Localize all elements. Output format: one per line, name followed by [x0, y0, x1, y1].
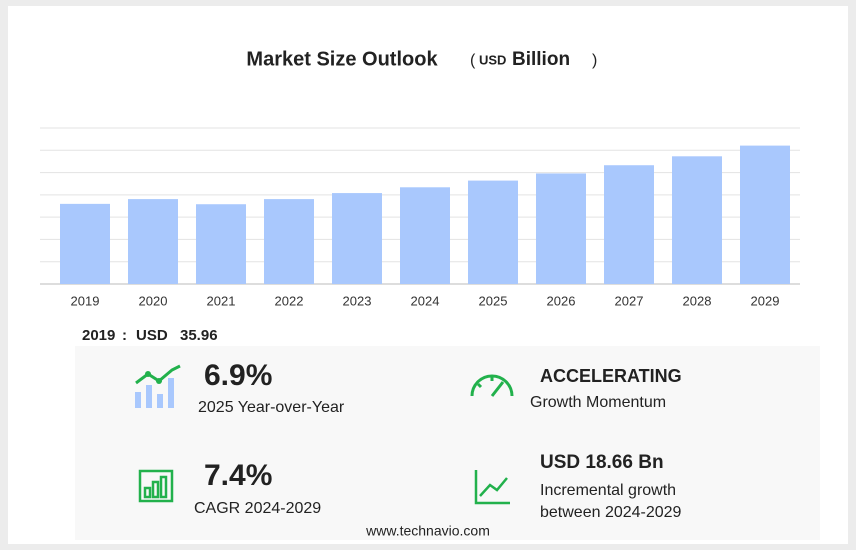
x-tick-label: 2028 — [683, 293, 712, 308]
footer: www.technavio.com — [365, 523, 490, 539]
unit-currency: USD — [479, 52, 506, 67]
bar — [400, 187, 450, 284]
stats-panel — [75, 346, 820, 540]
momentum-label: Growth Momentum — [530, 394, 666, 411]
bar — [264, 199, 314, 284]
yoy-icon — [135, 364, 181, 408]
x-tick-label: 2027 — [615, 293, 644, 308]
bar — [672, 156, 722, 284]
bar — [196, 204, 246, 284]
unit: Billion — [512, 49, 570, 70]
incremental-label: between 2024-2029 — [540, 504, 682, 521]
x-tick-label: 2019 — [71, 293, 100, 308]
cagr-icon — [138, 469, 174, 503]
bar — [128, 199, 178, 284]
x-tick-label: 2029 — [751, 293, 780, 308]
bar — [604, 165, 654, 284]
incremental-value: USD 18.66 Bn — [540, 452, 664, 473]
bar — [740, 145, 790, 284]
x-tick-label: 2022 — [275, 293, 304, 308]
incremental-icon — [474, 470, 510, 505]
base-value: 35.96 — [180, 327, 218, 344]
chart-title: Market Size Outlook — [246, 48, 438, 70]
bar — [536, 173, 586, 284]
paren: ( — [470, 52, 476, 69]
x-tick-label: 2026 — [547, 293, 576, 308]
paren: ) — [592, 52, 597, 69]
x-tick-label: 2024 — [411, 293, 440, 308]
incremental-label: Incremental growth — [540, 482, 676, 499]
x-tick-label: 2023 — [343, 293, 372, 308]
momentum-icon — [470, 374, 514, 397]
separator: : — [122, 327, 127, 344]
bar — [468, 180, 518, 284]
x-tick-label: 2025 — [479, 293, 508, 308]
momentum-value: ACCELERATING — [540, 366, 682, 386]
yoy-value: 6.9% — [204, 359, 272, 392]
bar — [60, 203, 110, 284]
cagr-value: 7.4% — [204, 459, 272, 492]
x-tick-label: 2021 — [207, 293, 236, 308]
cagr-label: CAGR 2024-2029 — [194, 500, 321, 517]
base-year: 2019 — [82, 327, 115, 344]
bar — [332, 193, 382, 284]
x-tick-label: 2020 — [139, 293, 168, 308]
yoy-label: 2025 Year-over-Year — [198, 399, 345, 416]
base-currency: USD — [136, 327, 168, 344]
